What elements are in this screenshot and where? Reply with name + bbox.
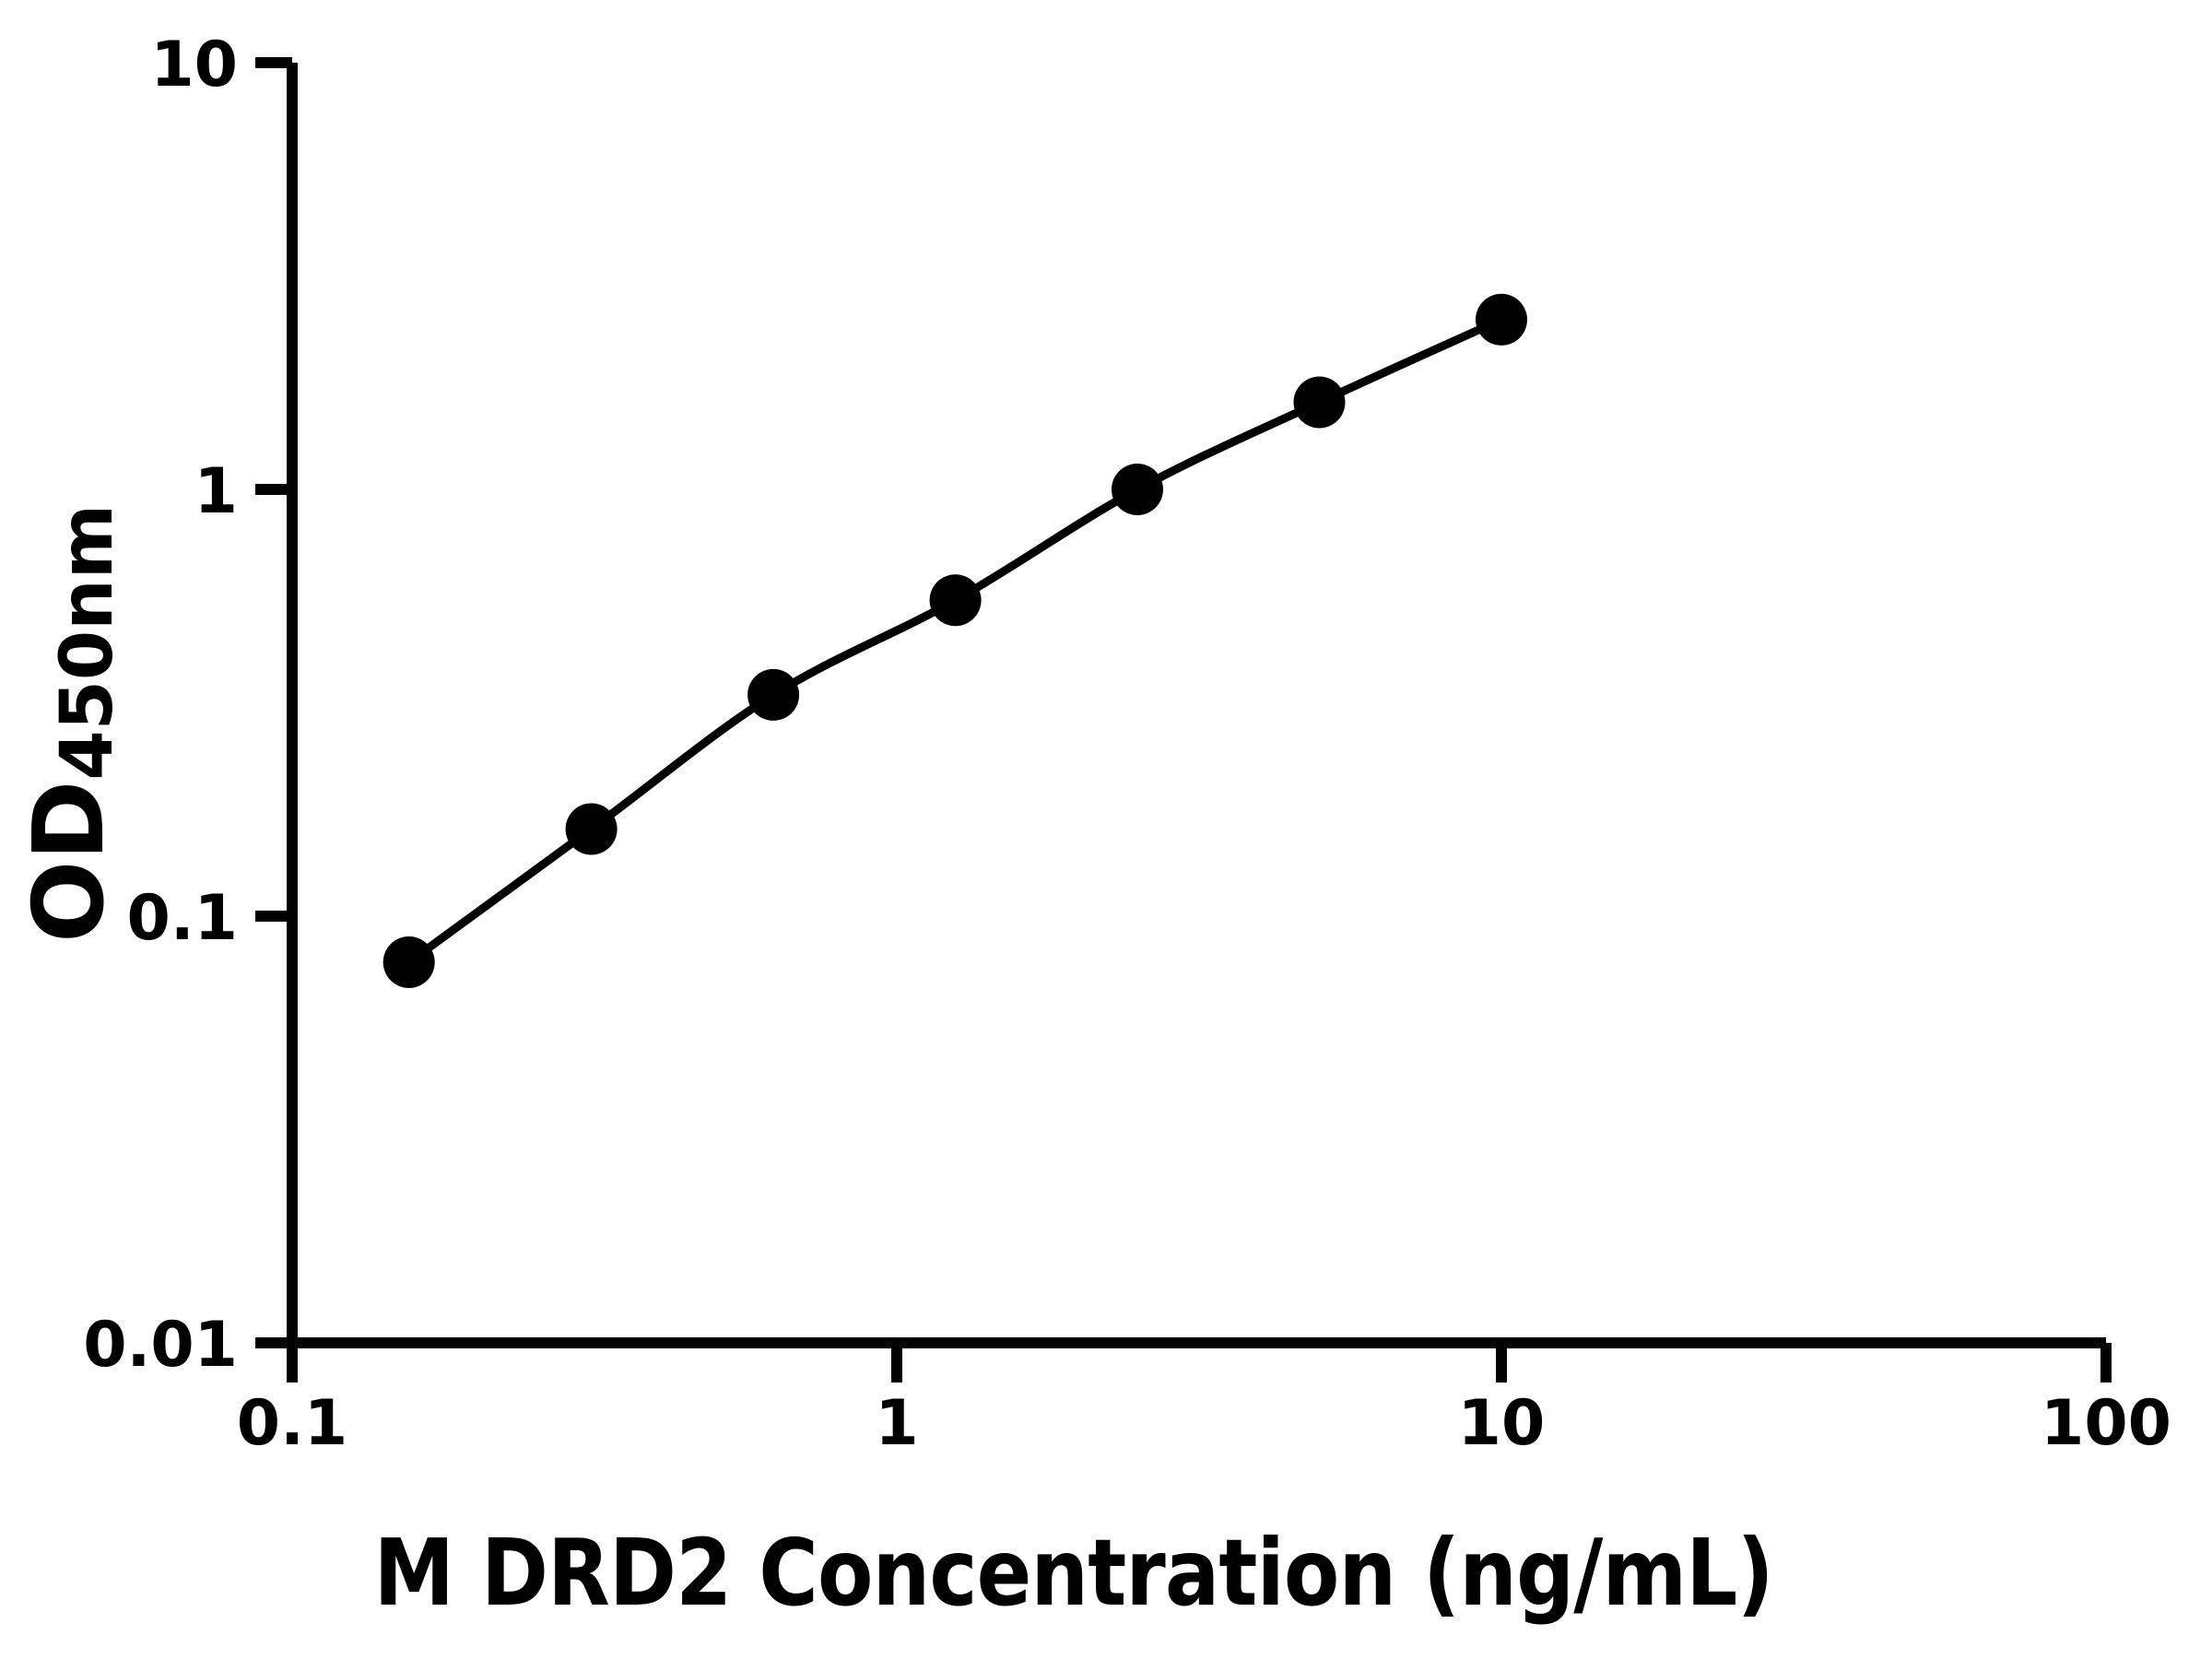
y-axis-title-subscript: 450nm (46, 503, 129, 781)
y-tick-label: 0.1 (127, 882, 238, 955)
y-axis-title-main: OD (13, 780, 125, 944)
x-tick-label: 10 (1458, 1387, 1546, 1460)
data-point (929, 574, 982, 627)
data-point (1112, 464, 1163, 515)
axis-spines (287, 63, 2106, 1348)
y-tick-label: 1 (194, 455, 238, 528)
x-tick-label: 100 (2041, 1387, 2171, 1460)
y-tick-label: 0.01 (83, 1309, 238, 1382)
x-tick-label: 0.1 (237, 1387, 347, 1460)
data-point (1293, 376, 1346, 429)
x-tick-label: 1 (875, 1387, 918, 1460)
data-point (382, 936, 435, 988)
y-tick-label: 10 (150, 29, 238, 101)
x-axis-title: M DRD2 Concentration (ng/mL) (0, 1519, 2180, 1627)
y-axis-title: OD450nm (0, 447, 138, 1000)
data-point (1476, 293, 1527, 346)
data-point (565, 803, 618, 855)
x-axis-title-text: M DRD2 Concentration (ng/mL) (373, 1519, 1774, 1627)
data-point (747, 668, 800, 721)
